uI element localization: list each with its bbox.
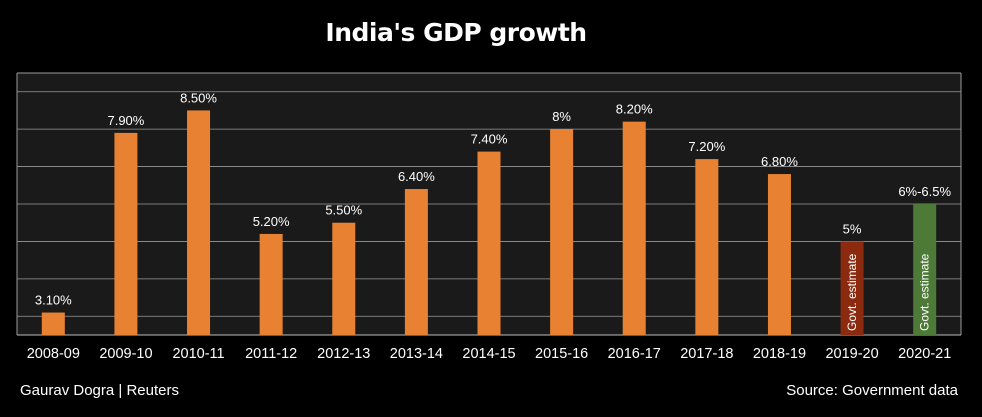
source-line: Source: Government data: [786, 382, 958, 399]
x-tick-2014-15: 2014-15: [462, 346, 515, 362]
bar-2014-15: [477, 151, 501, 335]
x-tick-2011-12: 2011-12: [245, 346, 297, 362]
data-label-2014-15: 7.40%: [471, 132, 508, 147]
data-label-2012-13: 5.50%: [325, 203, 362, 218]
bar-annotation-2019-20: Govt. estimate: [845, 253, 859, 331]
bar-2012-13: [332, 222, 356, 335]
bar-2011-12: [259, 233, 283, 335]
bar-2008-09: [41, 312, 65, 335]
bar-2020-21: [913, 204, 937, 335]
x-tick-2019-20: 2019-20: [825, 346, 878, 362]
data-label-2019-20: 5%: [843, 221, 862, 236]
x-tick-2013-14: 2013-14: [390, 346, 443, 362]
credit-line: Gaurav Dogra | Reuters: [20, 382, 179, 399]
data-label-2020-21: 6%-6.5%: [898, 184, 951, 199]
bar-2010-11: [187, 110, 211, 335]
data-label-2018-19: 6.80%: [761, 154, 798, 169]
data-label-2008-09: 3.10%: [35, 293, 72, 308]
x-tick-2016-17: 2016-17: [608, 346, 661, 362]
bar-2019-20: [840, 241, 864, 335]
x-tick-2012-13: 2012-13: [317, 346, 370, 362]
data-label-2013-14: 6.40%: [398, 169, 435, 184]
data-label-2009-10: 7.90%: [107, 113, 144, 128]
x-tick-2017-18: 2017-18: [680, 346, 733, 362]
bar-2009-10: [114, 132, 138, 335]
x-tick-labels: 2008-09 2009-10 2010-11 2011-12 2012-13 2013-…: [27, 346, 952, 362]
chart-title: India's GDP growth: [325, 18, 587, 47]
data-label-2015-16: 8%: [552, 109, 571, 124]
bars: [41, 110, 937, 336]
data-label-2010-11: 8.50%: [180, 90, 217, 105]
bar-2017-18: [695, 159, 719, 335]
data-label-2017-18: 7.20%: [688, 139, 725, 154]
data-label-2016-17: 8.20%: [616, 102, 653, 117]
bar-annotation-2020-21: Govt. estimate: [918, 253, 932, 331]
x-tick-2008-09: 2008-09: [27, 346, 80, 362]
bar-2018-19: [767, 174, 791, 335]
x-tick-2015-16: 2015-16: [535, 346, 588, 362]
data-labels: 3.10% 7.90% 8.50% 5.20% 5.50% 6.40% 7.40% 8% 8.2…: [35, 90, 952, 331]
x-tick-2009-10: 2009-10: [99, 346, 152, 362]
bar-2015-16: [550, 129, 574, 335]
bar-2013-14: [404, 189, 428, 335]
data-label-2011-12: 5.20%: [253, 214, 290, 229]
bar-2016-17: [622, 121, 646, 336]
x-tick-2020-21: 2020-21: [898, 346, 951, 362]
x-tick-2010-11: 2010-11: [172, 346, 224, 362]
x-tick-2018-19: 2018-19: [753, 346, 806, 362]
